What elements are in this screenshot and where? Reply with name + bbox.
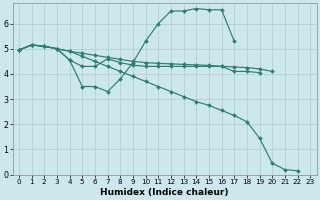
X-axis label: Humidex (Indice chaleur): Humidex (Indice chaleur)	[100, 188, 229, 197]
